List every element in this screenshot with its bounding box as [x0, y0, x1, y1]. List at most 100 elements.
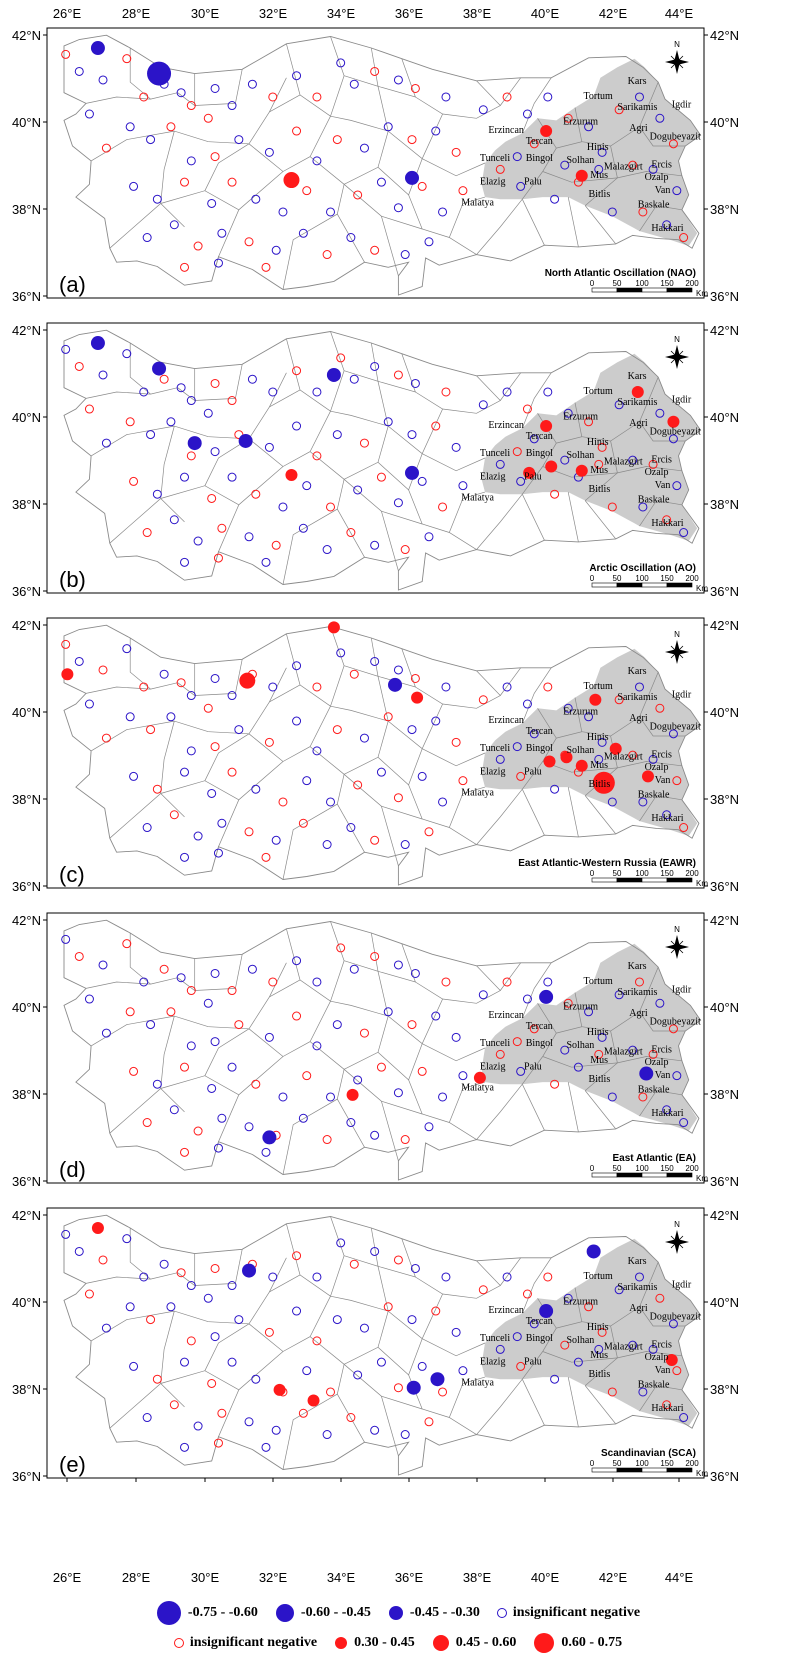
place-label: Tunceli [480, 1333, 510, 1344]
province-border [556, 992, 583, 1034]
station-insignificant [648, 754, 658, 764]
station-insignificant [410, 83, 420, 93]
scale-tick: 50 [613, 574, 622, 583]
station-insignificant [614, 990, 624, 1000]
study-region [481, 353, 701, 541]
station-insignificant [584, 1007, 594, 1017]
station-insignificant [512, 1332, 522, 1342]
station-insignificant [349, 669, 359, 679]
station-insignificant [326, 502, 336, 512]
place-label: Malatya [461, 493, 494, 504]
station-insignificant [594, 1049, 604, 1059]
province-border [581, 81, 659, 147]
station-insignificant [458, 481, 468, 491]
station-insignificant [180, 1442, 190, 1452]
station-insignificant [495, 459, 505, 469]
station-insignificant [227, 101, 237, 111]
place-label: Baskale [638, 495, 670, 506]
station-insignificant [607, 1387, 617, 1397]
province-border [387, 1293, 443, 1340]
station-insignificant [142, 823, 152, 833]
station-insignificant [213, 258, 223, 268]
province-border [415, 965, 501, 1004]
scale-tick: 50 [613, 279, 622, 288]
station-insignificant [203, 1293, 213, 1303]
station-insignificant [563, 998, 573, 1008]
station-insignificant [584, 417, 594, 427]
station-insignificant [268, 387, 278, 397]
station-significant-negative [405, 465, 419, 480]
station-insignificant [142, 1413, 152, 1423]
place-label: Mus [590, 1055, 608, 1066]
place-label: Ercis [651, 159, 672, 170]
place-label: Hakkari [651, 1108, 683, 1119]
station-insignificant [438, 1092, 448, 1102]
north-label: N [674, 40, 680, 49]
place-label: Agri [629, 418, 648, 429]
lat-tick-label-right: 36°N [710, 1174, 739, 1189]
station-insignificant [336, 353, 346, 363]
station-insignificant [529, 1319, 539, 1329]
station-insignificant [251, 1374, 261, 1384]
lon-tick-label-top: 34°E [327, 6, 356, 21]
station-significant-positive [540, 125, 553, 138]
scale-segment [591, 877, 618, 883]
station-insignificant [672, 1071, 682, 1081]
station-insignificant [522, 404, 532, 414]
station-insignificant [438, 1387, 448, 1397]
station-insignificant [261, 557, 271, 567]
station-insignificant [614, 400, 624, 410]
station-insignificant [326, 797, 336, 807]
province-border [85, 387, 178, 399]
station-significant-positive [641, 770, 654, 783]
station-insignificant [458, 1366, 468, 1376]
station-insignificant [180, 852, 190, 862]
province-border [381, 806, 399, 866]
lat-tick-label-left: 42°N [12, 618, 41, 633]
lon-tick-label-top: 32°E [259, 6, 288, 21]
station-insignificant [370, 361, 380, 371]
station-insignificant [84, 699, 94, 709]
place-label: Palu [524, 1061, 542, 1072]
station-significant-positive [91, 1222, 104, 1235]
station-significant-positive [575, 464, 588, 477]
panel-letter: (e) [59, 1452, 86, 1477]
station-insignificant [302, 481, 312, 491]
station-insignificant [451, 737, 461, 747]
lat-tick-label-left: 36°N [12, 1174, 41, 1189]
station-significant-positive [592, 771, 615, 794]
station-insignificant [298, 1408, 308, 1418]
province-border [109, 485, 239, 544]
scale-tick: 50 [613, 1164, 622, 1173]
station-insignificant [495, 1344, 505, 1354]
lon-tick-label-bottom: 40°E [531, 1570, 560, 1585]
place-label: Palu [524, 471, 542, 482]
station-insignificant [349, 964, 359, 974]
station-insignificant [393, 793, 403, 803]
station-insignificant [166, 1302, 176, 1312]
study-region [481, 648, 701, 836]
station-insignificant [441, 977, 451, 987]
province-border [500, 1257, 521, 1286]
province-border [476, 788, 523, 845]
station-insignificant [101, 1323, 111, 1333]
station-insignificant [522, 994, 532, 1004]
station-insignificant [441, 1272, 451, 1282]
place-label: Hinis [587, 437, 609, 448]
panel-title: North Atlantic Oscillation (NAO) [545, 268, 696, 279]
scale-unit: Km [696, 1469, 708, 1478]
place-label: Ercis [651, 454, 672, 465]
station-insignificant [302, 1071, 312, 1081]
station-insignificant [648, 164, 658, 174]
station-insignificant [628, 160, 638, 170]
lon-tick-label-top: 36°E [395, 6, 424, 21]
station-insignificant [207, 788, 217, 798]
station-significant-positive [283, 172, 300, 189]
station-insignificant [186, 746, 196, 756]
place-label: Hinis [587, 142, 609, 153]
province-border [218, 1389, 240, 1437]
north-arrow-icon: N [665, 1220, 689, 1254]
province-border [208, 1257, 287, 1325]
station-insignificant [376, 177, 386, 187]
